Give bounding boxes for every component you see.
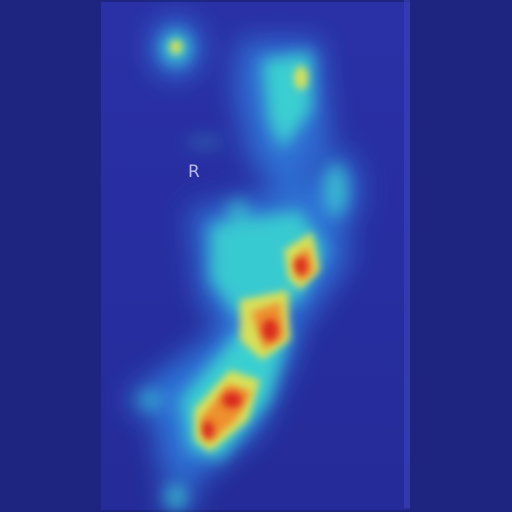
side-marker-label: R: [188, 162, 200, 182]
film-edge: [404, 0, 410, 508]
heat-red-layer: [202, 257, 307, 439]
